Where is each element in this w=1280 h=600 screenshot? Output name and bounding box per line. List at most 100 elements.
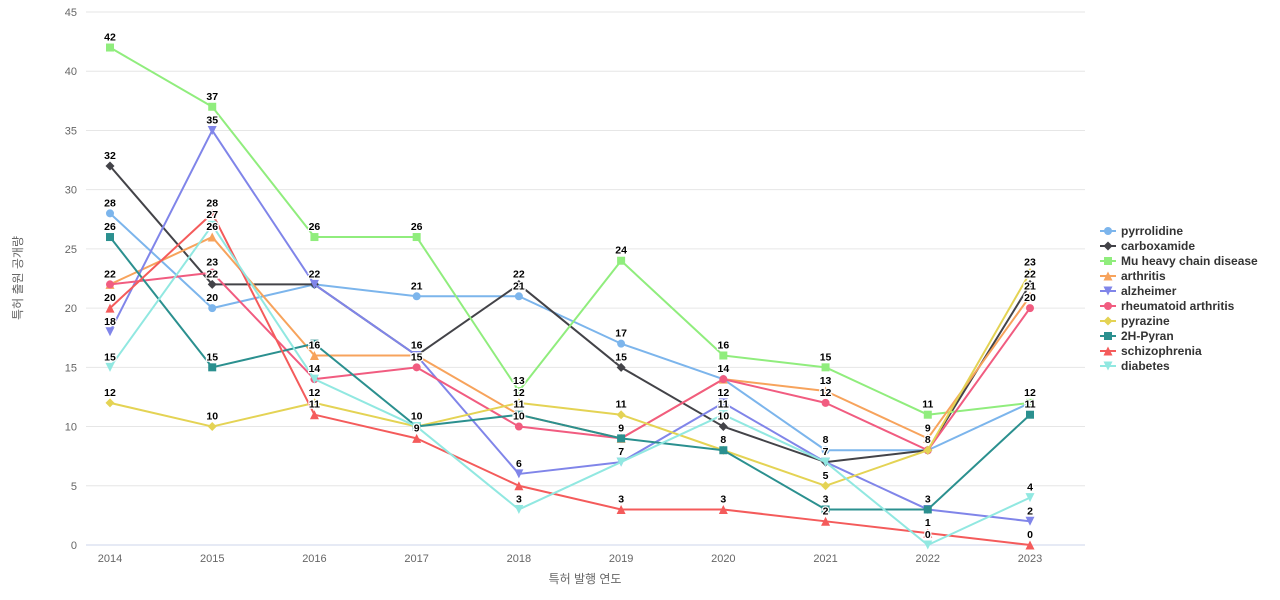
marker-mu-heavy-chain-disease-2020[interactable] <box>719 351 728 360</box>
marker-pyrrolidine-2015[interactable] <box>208 304 217 313</box>
marker-alzheimer-2014[interactable] <box>105 327 115 337</box>
legend-item-carboxamide[interactable]: carboxamide <box>1100 239 1195 253</box>
marker-pyrazine-2015[interactable] <box>207 422 217 432</box>
marker-arthritis-2015[interactable] <box>207 232 217 242</box>
marker-rheumatoid-arthritis-2015[interactable] <box>208 268 217 277</box>
marker-2h-pyran-2019[interactable] <box>617 434 626 443</box>
marker-schizophrenia-2019[interactable] <box>616 504 626 514</box>
marker-diabetes-2021[interactable] <box>821 457 831 467</box>
marker-pyrazine-2021[interactable] <box>821 481 831 491</box>
marker-pyrrolidine-2014[interactable] <box>106 209 114 218</box>
marker-diabetes-2020[interactable] <box>718 410 728 420</box>
marker-2h-pyran-2020[interactable] <box>719 446 728 455</box>
legend-marker-diabetes[interactable] <box>1103 361 1113 371</box>
marker-pyrazine-2019[interactable] <box>616 410 626 420</box>
marker-rheumatoid-arthritis-2017[interactable] <box>412 363 421 372</box>
legend-marker-rheumatoid-arthritis[interactable] <box>1104 302 1112 310</box>
marker-2h-pyran-2021[interactable] <box>821 505 830 514</box>
legend-item-alzheimer[interactable]: alzheimer <box>1100 284 1177 298</box>
marker-schizophrenia-2023[interactable] <box>1025 540 1035 550</box>
marker-pyrazine-2016[interactable] <box>309 398 319 408</box>
marker-mu-heavy-chain-disease-2023[interactable] <box>1026 398 1034 407</box>
marker-arthritis-2016[interactable] <box>309 350 319 360</box>
marker-schizophrenia-2015[interactable] <box>207 208 217 218</box>
marker-pyrrolidine-2021[interactable] <box>821 446 830 455</box>
legend-item-rheumatoid-arthritis[interactable]: rheumatoid arthritis <box>1100 299 1235 313</box>
marker-pyrazine-2014[interactable] <box>105 398 115 408</box>
marker-alzheimer-2020[interactable] <box>718 398 728 408</box>
marker-carboxamide-2018[interactable] <box>514 279 524 289</box>
marker-diabetes-2017[interactable] <box>412 422 422 432</box>
series-line-2h-pyran[interactable] <box>109 236 1031 511</box>
legend-marker-alzheimer[interactable] <box>1103 286 1113 296</box>
marker-pyrrolidine-2019[interactable] <box>617 339 626 348</box>
marker-diabetes-2018[interactable] <box>514 504 524 514</box>
legend-item-2h-pyran[interactable]: 2H-Pyran <box>1100 329 1174 343</box>
series-line-rheumatoid-arthritis[interactable] <box>109 271 1031 452</box>
legend-item-arthritis[interactable]: arthritis <box>1100 269 1166 283</box>
series-line-pyrazine[interactable] <box>109 271 1031 487</box>
marker-carboxamide-2020[interactable] <box>718 422 728 432</box>
marker-pyrazine-2018[interactable] <box>514 398 524 408</box>
marker-schizophrenia-2022[interactable] <box>923 528 933 538</box>
marker-pyrazine-2023[interactable] <box>1025 268 1035 278</box>
marker-2h-pyran-2016[interactable] <box>310 339 319 348</box>
marker-rheumatoid-arthritis-2023[interactable] <box>1026 304 1034 313</box>
marker-schizophrenia-2017[interactable] <box>412 433 422 443</box>
legend-item-pyrazine[interactable]: pyrazine <box>1100 314 1170 328</box>
marker-pyrazine-2022[interactable] <box>923 445 933 455</box>
marker-mu-heavy-chain-disease-2019[interactable] <box>617 256 626 265</box>
marker-mu-heavy-chain-disease-2021[interactable] <box>821 363 830 372</box>
marker-diabetes-2022[interactable] <box>923 540 933 550</box>
marker-diabetes-2016[interactable] <box>309 374 319 384</box>
marker-mu-heavy-chain-disease-2015[interactable] <box>208 102 217 111</box>
marker-diabetes-2015[interactable] <box>207 220 217 230</box>
legend-marker-pyrrolidine[interactable] <box>1104 227 1112 235</box>
marker-rheumatoid-arthritis-2021[interactable] <box>821 398 830 407</box>
marker-carboxamide-2019[interactable] <box>616 362 626 372</box>
marker-2h-pyran-2022[interactable] <box>923 505 932 514</box>
legend-item-schizophrenia[interactable]: schizophrenia <box>1100 344 1202 358</box>
marker-alzheimer-2023[interactable] <box>1025 516 1035 526</box>
legend-marker-carboxamide[interactable] <box>1103 241 1113 251</box>
marker-carboxamide-2015[interactable] <box>207 279 217 289</box>
marker-alzheimer-2018[interactable] <box>514 469 524 479</box>
marker-alzheimer-2015[interactable] <box>207 125 217 135</box>
marker-diabetes-2023[interactable] <box>1025 493 1035 503</box>
marker-rheumatoid-arthritis-2014[interactable] <box>106 280 114 289</box>
marker-arthritis-2023[interactable] <box>1025 291 1035 301</box>
legend-marker-pyrazine[interactable] <box>1103 316 1113 326</box>
marker-pyrrolidine-2017[interactable] <box>412 292 421 301</box>
marker-mu-heavy-chain-disease-2018[interactable] <box>514 387 523 396</box>
marker-schizophrenia-2021[interactable] <box>821 516 831 526</box>
series-line-mu-heavy-chain-disease[interactable] <box>109 46 1031 416</box>
marker-carboxamide-2023[interactable] <box>1025 279 1035 289</box>
marker-diabetes-2014[interactable] <box>105 362 115 372</box>
marker-arthritis-2021[interactable] <box>821 386 831 396</box>
marker-schizophrenia-2014[interactable] <box>105 303 115 313</box>
marker-alzheimer-2017[interactable] <box>412 350 422 360</box>
marker-rheumatoid-arthritis-2018[interactable] <box>514 422 523 431</box>
legend-item-diabetes[interactable]: diabetes <box>1100 359 1170 373</box>
marker-carboxamide-2014[interactable] <box>105 161 115 171</box>
marker-mu-heavy-chain-disease-2017[interactable] <box>412 233 421 242</box>
legend-item-pyrrolidine[interactable]: pyrrolidine <box>1100 224 1183 238</box>
marker-2h-pyran-2018[interactable] <box>514 410 523 419</box>
legend-marker-arthritis[interactable] <box>1103 271 1113 281</box>
marker-schizophrenia-2018[interactable] <box>514 481 524 491</box>
legend-marker-schizophrenia[interactable] <box>1103 346 1113 356</box>
marker-alzheimer-2016[interactable] <box>309 279 319 289</box>
marker-schizophrenia-2020[interactable] <box>718 504 728 514</box>
legend-marker-2h-pyran[interactable] <box>1104 332 1112 340</box>
marker-mu-heavy-chain-disease-2016[interactable] <box>310 233 319 242</box>
marker-rheumatoid-arthritis-2020[interactable] <box>719 375 728 384</box>
marker-arthritis-2022[interactable] <box>923 433 933 443</box>
series-line-schizophrenia[interactable] <box>109 212 1031 546</box>
legend-item-mu-heavy-chain-disease[interactable]: Mu heavy chain disease <box>1100 254 1258 268</box>
marker-2h-pyran-2014[interactable] <box>106 233 114 242</box>
marker-pyrrolidine-2018[interactable] <box>514 292 523 301</box>
marker-diabetes-2019[interactable] <box>616 457 626 467</box>
legend-marker-mu-heavy-chain-disease[interactable] <box>1104 257 1112 265</box>
series-line-diabetes[interactable] <box>109 224 1031 546</box>
marker-2h-pyran-2015[interactable] <box>208 363 217 372</box>
